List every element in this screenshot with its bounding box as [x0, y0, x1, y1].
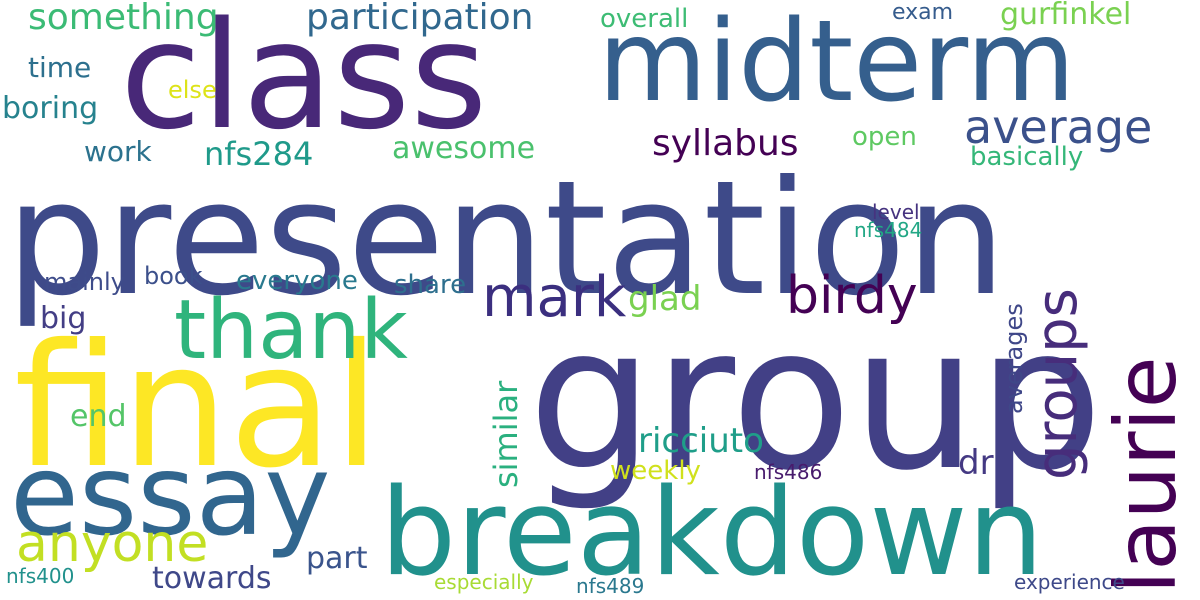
word-averages: averages — [1000, 303, 1028, 414]
word-overall: overall — [600, 4, 689, 34]
word-presentation: presentation — [6, 147, 1007, 331]
word-share: share — [394, 270, 467, 300]
word-everyone: everyone — [236, 266, 358, 296]
word-class: class — [120, 0, 488, 162]
word-end: end — [70, 399, 127, 434]
word-weekly: weekly — [610, 456, 701, 486]
word-part: part — [306, 541, 368, 576]
word-else: else — [168, 76, 217, 104]
word-open: open — [852, 122, 917, 152]
word-nfs284: nfs284 — [204, 135, 314, 173]
word-mainly: mainly — [44, 268, 125, 296]
word-mark: mark — [482, 265, 627, 330]
word-experience: experience — [1014, 570, 1125, 594]
word-midterm: midterm — [598, 0, 1076, 127]
word-nfs400: nfs400 — [6, 564, 75, 588]
word-level: level — [872, 200, 920, 224]
word-group: group — [528, 283, 1104, 514]
word-similar: similar — [487, 380, 525, 488]
word-laurie: laurie — [1097, 356, 1195, 594]
word-ricciuto: ricciuto — [638, 421, 764, 461]
word-gurfinkel: gurfinkel — [1000, 0, 1132, 32]
word-groups: groups — [1025, 288, 1090, 480]
word-final: final — [14, 308, 381, 506]
word-glad: glad — [628, 279, 702, 319]
word-thank: thank — [174, 283, 408, 378]
word-syllabus: syllabus — [652, 123, 799, 164]
word-participation: participation — [306, 0, 534, 38]
word-awesome: awesome — [392, 131, 536, 166]
word-nfs484: nfs484 — [854, 218, 923, 242]
word-big: big — [40, 301, 87, 336]
word-dr: dr — [958, 443, 994, 483]
word-time: time — [28, 51, 92, 84]
word-work: work — [84, 135, 152, 168]
word-essay: essay — [10, 431, 331, 561]
word-breakdown: breakdown — [380, 464, 1044, 600]
word-something: something — [28, 0, 219, 38]
word-basically: basically — [970, 142, 1084, 172]
word-towards: towards — [152, 561, 272, 596]
word-nfs489: nfs489 — [576, 574, 645, 598]
word-book: book — [144, 262, 203, 290]
word-nfs486: nfs486 — [754, 460, 823, 484]
word-average: average — [964, 100, 1153, 154]
word-anyone: anyone — [16, 514, 209, 574]
word-exam: exam — [892, 0, 954, 25]
word-especially: especially — [434, 570, 534, 594]
word-birdy: birdy — [786, 266, 918, 326]
word-boring: boring — [2, 91, 99, 126]
